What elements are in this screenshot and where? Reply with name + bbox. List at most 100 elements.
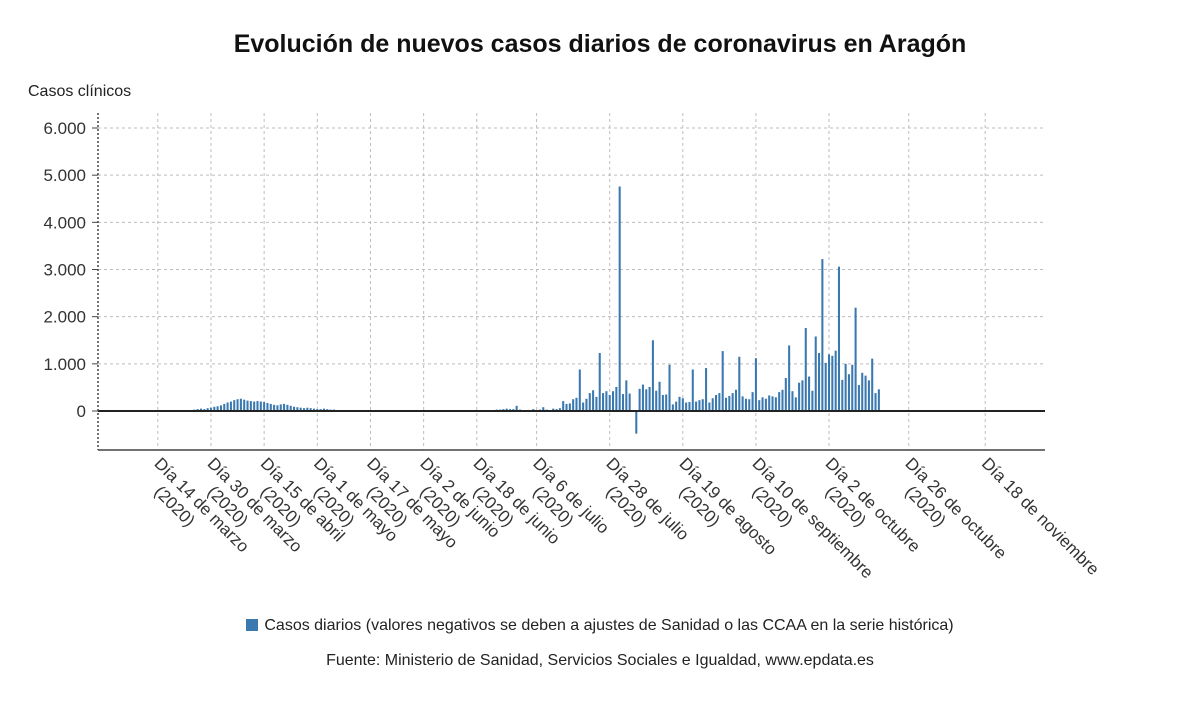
bar — [289, 405, 292, 411]
bar — [708, 402, 711, 411]
legend-label: Casos diarios (valores negativos se debe… — [264, 617, 954, 634]
bar — [293, 406, 296, 411]
bar — [814, 336, 817, 411]
bar — [608, 394, 611, 411]
bar — [867, 380, 870, 411]
bar — [837, 266, 841, 411]
bar — [771, 396, 774, 411]
bar — [834, 350, 837, 411]
bar — [229, 401, 232, 411]
bar — [818, 352, 821, 411]
bar — [223, 403, 226, 411]
bar — [505, 408, 508, 411]
bar — [744, 398, 747, 411]
bar — [259, 401, 262, 411]
bar — [312, 408, 316, 411]
bar — [568, 403, 571, 411]
bar — [226, 402, 229, 411]
bar — [761, 397, 764, 411]
grid-lines — [98, 113, 1045, 450]
bar — [788, 345, 791, 411]
bar — [781, 389, 784, 411]
y-tick-labels: 0 1.000 2.000 3.000 4.000 5.000 6.000 — [43, 119, 86, 421]
bar — [854, 307, 857, 411]
bar — [798, 382, 801, 411]
bar — [219, 405, 222, 411]
y-tick-label: 0 — [77, 402, 86, 421]
y-tick-label: 6.000 — [43, 119, 86, 138]
bar — [784, 377, 787, 411]
bar — [711, 398, 714, 411]
bar — [638, 388, 641, 411]
bar — [648, 386, 651, 411]
bar — [857, 385, 860, 411]
bar — [299, 407, 302, 411]
bar — [701, 399, 704, 411]
bar — [322, 408, 325, 411]
bar — [256, 401, 259, 411]
bar — [645, 389, 648, 411]
bar — [213, 406, 216, 411]
bar — [578, 369, 581, 411]
bar — [758, 400, 761, 411]
bar — [671, 404, 674, 411]
bar — [236, 399, 239, 411]
bar — [515, 405, 518, 411]
bar — [791, 391, 794, 411]
bar — [306, 407, 309, 411]
bar — [874, 393, 877, 411]
bar — [592, 390, 595, 411]
bar — [246, 400, 249, 411]
x-tick-label: Día 28 de julio(2020) — [602, 454, 692, 544]
y-tick-label: 1.000 — [43, 355, 86, 374]
bar — [688, 402, 691, 411]
bar — [715, 394, 718, 411]
bar — [621, 394, 625, 411]
bars — [190, 186, 880, 434]
bar — [273, 404, 276, 411]
bar — [552, 408, 555, 411]
bar — [827, 354, 831, 411]
bar — [612, 391, 615, 411]
bar — [764, 398, 767, 411]
bar-chart: 0 1.000 2.000 3.000 4.000 5.000 6.000 Día 14 d… — [43, 113, 1103, 582]
bar — [582, 402, 585, 411]
bar — [695, 401, 698, 411]
bar — [269, 403, 272, 411]
bar — [286, 404, 289, 411]
bar — [302, 408, 306, 411]
bar — [655, 390, 658, 411]
bar — [681, 398, 684, 411]
bar — [804, 327, 807, 411]
bar — [718, 393, 721, 411]
bar — [675, 401, 678, 411]
bar — [808, 376, 811, 411]
bar — [206, 408, 209, 411]
bar — [239, 398, 242, 411]
bar — [602, 393, 605, 411]
bar — [728, 395, 731, 411]
source-note: Fuente: Ministerio de Sanidad, Servicios… — [326, 652, 874, 669]
bar — [605, 391, 608, 411]
bar — [724, 397, 728, 411]
x-tick-labels: Día 14 de marzo(2020) Día 30 de marzo(202… — [150, 454, 1102, 582]
bar — [276, 405, 279, 411]
y-tick-label: 5.000 — [43, 166, 86, 185]
bar — [658, 381, 661, 411]
bar — [678, 396, 681, 411]
bar — [279, 404, 282, 411]
bar — [801, 380, 804, 411]
bar — [668, 364, 671, 411]
y-tick-label: 2.000 — [43, 308, 86, 327]
bar — [841, 379, 844, 411]
bar — [877, 389, 880, 411]
bar — [847, 374, 850, 411]
bar — [585, 398, 588, 411]
bar — [738, 356, 741, 411]
bar — [243, 399, 246, 411]
bar — [831, 355, 834, 411]
bar — [705, 368, 708, 411]
bar — [209, 407, 213, 411]
bar — [811, 390, 814, 411]
y-axis-label: Casos clínicos — [28, 83, 132, 100]
